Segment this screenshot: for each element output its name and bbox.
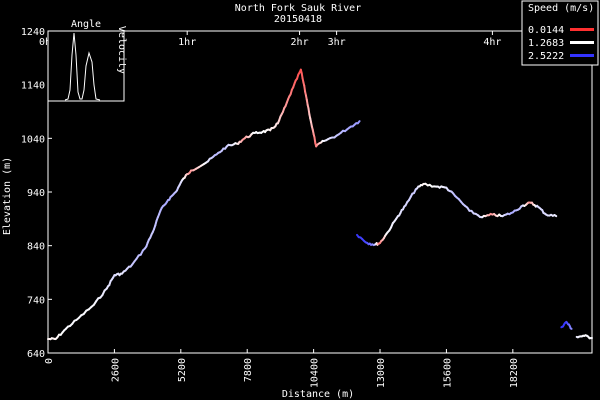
y-axis-label: Elevation (m) (2, 157, 13, 235)
x-axis-label: Distance (m) (282, 389, 354, 400)
legend-label: 1.2683 (528, 38, 564, 49)
inset-panel: Angle Velocity (47, 19, 127, 102)
x-tick-label: 15600 (442, 358, 453, 388)
legend-label: 2.5222 (528, 51, 564, 62)
track-segment (303, 84, 307, 93)
x-tick-label: 2600 (110, 358, 121, 382)
legend-title: Speed (m/s) (528, 3, 594, 14)
legend: Speed (m/s) 0.0144 1.2683 2.5222 (521, 0, 599, 66)
track-segment (553, 214, 558, 218)
y-tick-label: 740 (27, 295, 45, 306)
x-axis-ticks: 0 2600 5200 7800 10400 13000 15600 18200 (44, 349, 520, 388)
y-tick-label: 1040 (21, 134, 45, 145)
x-tick-label: 7800 (243, 358, 254, 382)
chart-title: North Fork Sauk River (235, 3, 361, 14)
y-axis-ticks: 640 740 840 940 1040 1140 1240 (21, 27, 52, 360)
x-tick-label: 0 (44, 358, 55, 364)
x-tick-label: 13000 (376, 358, 387, 388)
inset-title: Angle (71, 19, 101, 30)
y-tick-label: 640 (27, 349, 45, 360)
time-tick-label: 2hr (291, 37, 309, 48)
inset-y-label: Velocity (116, 26, 127, 74)
time-tick-label: 1hr (178, 37, 196, 48)
legend-swatch (570, 41, 594, 44)
y-tick-label: 1140 (21, 81, 45, 92)
y-tick-label: 1240 (21, 27, 45, 38)
elevation-series (47, 68, 593, 341)
x-tick-label: 10400 (310, 358, 321, 388)
legend-swatch (570, 54, 594, 57)
legend-swatch (570, 28, 594, 31)
track-segment (356, 120, 361, 125)
legend-label: 0.0144 (528, 25, 564, 36)
inset-distribution-curve (64, 32, 101, 101)
time-tick-label: 3hr (328, 37, 346, 48)
time-tick-label: 4hr (483, 37, 501, 48)
x-tick-label: 18200 (509, 358, 520, 388)
y-tick-label: 840 (27, 242, 45, 253)
chart-subtitle: 20150418 (274, 14, 322, 25)
y-tick-label: 940 (27, 188, 45, 199)
x-tick-label: 5200 (177, 358, 188, 382)
plot-frame (47, 30, 593, 354)
